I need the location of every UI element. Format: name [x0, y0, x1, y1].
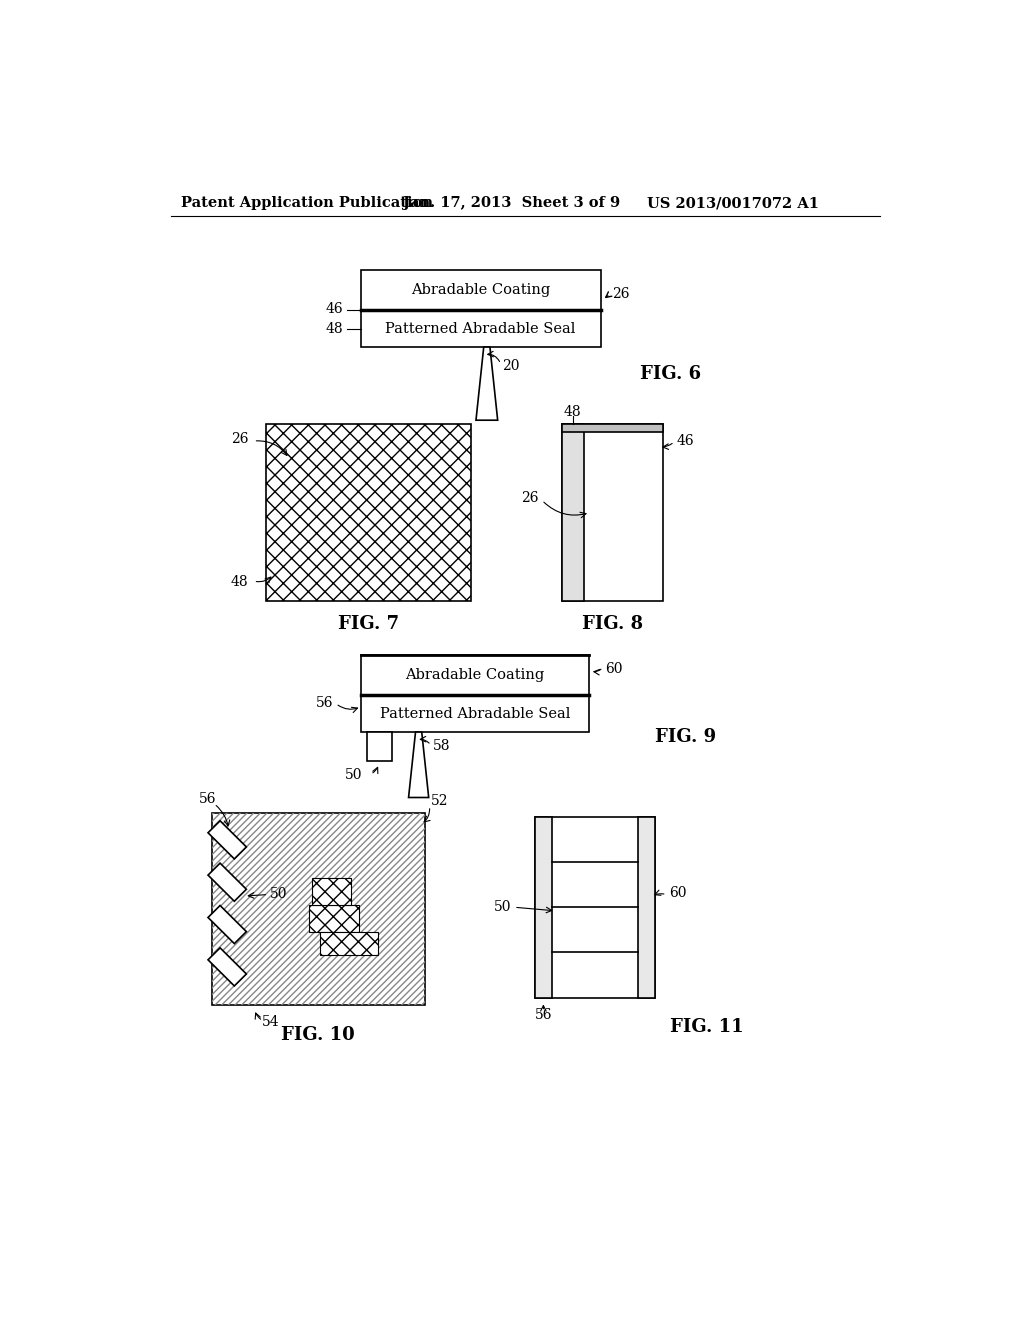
Text: 60: 60	[604, 661, 623, 676]
Text: US 2013/0017072 A1: US 2013/0017072 A1	[647, 197, 819, 210]
Text: 50: 50	[345, 768, 362, 783]
Polygon shape	[476, 347, 498, 420]
Text: 46: 46	[326, 302, 343, 317]
Bar	[266, 424, 471, 601]
Text: 26: 26	[230, 433, 248, 446]
Text: 58: 58	[432, 739, 451, 752]
Bar	[212, 813, 425, 1006]
Bar	[212, 813, 425, 1006]
Text: FIG. 8: FIG. 8	[582, 615, 643, 634]
Bar	[312, 878, 351, 906]
Polygon shape	[208, 863, 247, 902]
Text: 26: 26	[612, 286, 630, 301]
Text: Patterned Abradable Seal: Patterned Abradable Seal	[385, 322, 575, 335]
Text: 48: 48	[564, 405, 582, 420]
Bar	[535, 817, 552, 998]
Text: FIG. 11: FIG. 11	[671, 1018, 744, 1036]
Bar	[638, 817, 655, 998]
Bar	[360, 271, 601, 310]
Text: 20: 20	[503, 359, 520, 372]
Text: 50: 50	[270, 887, 288, 900]
Text: Patterned Abradable Seal: Patterned Abradable Seal	[380, 706, 570, 721]
Text: FIG. 7: FIG. 7	[338, 615, 399, 634]
Bar	[562, 424, 584, 601]
Text: 56: 56	[199, 792, 216, 807]
Bar	[562, 424, 663, 432]
Bar	[360, 310, 601, 347]
Text: 48: 48	[326, 322, 343, 335]
Text: 60: 60	[669, 886, 686, 900]
Polygon shape	[208, 906, 247, 944]
Text: Jan. 17, 2013  Sheet 3 of 9: Jan. 17, 2013 Sheet 3 of 9	[403, 197, 621, 210]
Polygon shape	[208, 948, 247, 986]
Text: Abradable Coating: Abradable Coating	[411, 282, 550, 297]
Text: Abradable Coating: Abradable Coating	[406, 668, 545, 682]
Text: 56: 56	[535, 1007, 552, 1022]
Text: 26: 26	[521, 491, 539, 506]
Text: 46: 46	[677, 434, 694, 447]
Text: FIG. 6: FIG. 6	[640, 366, 700, 383]
Bar	[367, 733, 391, 762]
Bar	[360, 696, 589, 733]
Bar	[562, 424, 663, 601]
Polygon shape	[208, 821, 247, 859]
Text: 52: 52	[431, 795, 449, 808]
Bar	[321, 932, 378, 956]
Text: 54: 54	[262, 1015, 280, 1030]
Polygon shape	[409, 733, 429, 797]
Text: 48: 48	[230, 576, 248, 589]
Text: 56: 56	[315, 696, 334, 710]
Bar	[535, 817, 655, 998]
Text: FIG. 10: FIG. 10	[282, 1026, 355, 1044]
Bar	[308, 906, 359, 932]
Text: FIG. 9: FIG. 9	[655, 729, 716, 746]
Bar	[360, 655, 589, 696]
Text: 50: 50	[495, 900, 512, 915]
Text: Patent Application Publication: Patent Application Publication	[180, 197, 433, 210]
